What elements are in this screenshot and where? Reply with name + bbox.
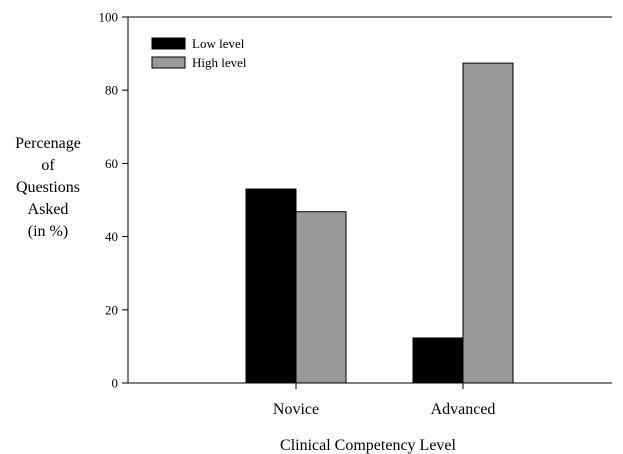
x-category-label-novice: Novice bbox=[273, 401, 319, 418]
y-axis-label-line: (in %) bbox=[28, 223, 68, 240]
x-axis-label: Clinical Competency Level bbox=[280, 437, 457, 454]
bar-novice-high-level bbox=[295, 211, 347, 384]
y-axis-ticks: 0 20 40 60 80 100 bbox=[99, 10, 128, 391]
bar-advanced-high-level bbox=[462, 62, 514, 384]
y-axis-label-line: Asked bbox=[28, 201, 69, 218]
y-tick-label: 0 bbox=[112, 376, 119, 391]
plot-frame bbox=[127, 16, 612, 384]
x-category-label-advanced: Advanced bbox=[431, 401, 496, 418]
y-tick-label: 60 bbox=[105, 156, 118, 171]
bar-advanced-low-level bbox=[412, 337, 464, 384]
y-tick-label: 40 bbox=[105, 229, 118, 244]
y-tick-label: 100 bbox=[99, 10, 119, 25]
legend: Low level High level bbox=[151, 36, 247, 70]
bars-group bbox=[245, 62, 514, 384]
y-tick-label: 20 bbox=[105, 302, 118, 317]
legend-label-high-level: High level bbox=[192, 55, 247, 70]
x-axis-categories: Novice Advanced bbox=[273, 383, 496, 418]
y-axis-label-line: Questions bbox=[16, 179, 80, 196]
y-tick-label: 80 bbox=[105, 83, 118, 98]
y-axis-label-line: of bbox=[41, 157, 55, 174]
legend-label-low-level: Low level bbox=[192, 36, 245, 51]
legend-swatch-low-level bbox=[151, 37, 186, 50]
legend-swatch-high-level bbox=[151, 56, 186, 69]
y-axis-label: Percenage of Questions Asked (in %) bbox=[15, 135, 81, 240]
y-axis-label-line: Percenage bbox=[15, 135, 81, 152]
bar-novice-low-level bbox=[245, 188, 297, 384]
